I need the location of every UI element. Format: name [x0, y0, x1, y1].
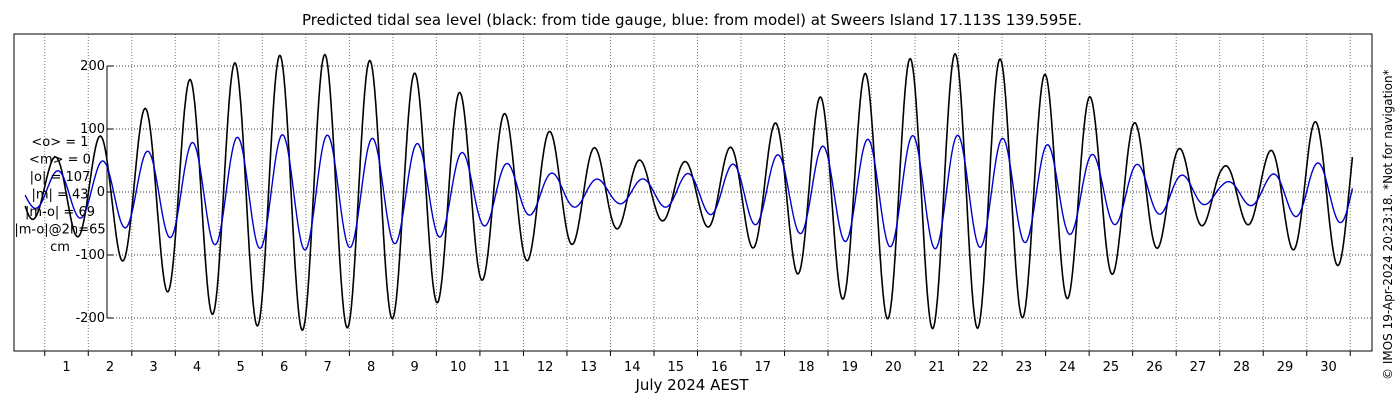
x-ticks: 1 2 3 4 5 6 7 8 9 10 11 12 13 14 15 16 17 18 19 20 21 22 23 24 2…: [44, 351, 1351, 375]
y-tick-label: 200: [80, 59, 105, 74]
x-tick-label: 8: [367, 360, 375, 375]
stat-line: <m> = 0: [29, 153, 91, 168]
x-tick-label: 15: [667, 360, 684, 375]
x-tick-label: 22: [972, 360, 989, 375]
x-tick-label: 19: [842, 360, 859, 375]
x-tick-label: 11: [493, 360, 510, 375]
series-line-tide-gauge: [24, 53, 1354, 332]
credit-text: © IMOS 19-Apr-2024 20:23:18. *Not for na…: [1381, 69, 1395, 380]
x-tick-label: 20: [885, 360, 902, 375]
x-tick-label: 4: [193, 360, 201, 375]
x-tick-label: 17: [755, 360, 772, 375]
stat-line: |m-o|@2h=65: [14, 223, 105, 238]
x-tick-label: 10: [450, 360, 467, 375]
x-tick-label: 7: [323, 360, 331, 375]
x-tick-label: 29: [1277, 360, 1294, 375]
x-tick-label: 30: [1320, 360, 1337, 375]
x-tick-label: 21: [929, 360, 946, 375]
x-axis-label: July 2024 AEST: [634, 376, 749, 394]
y-ticks: -200 -100 0 100 200: [75, 59, 113, 326]
x-tick-label: 23: [1016, 360, 1033, 375]
grid: [44, 34, 1372, 351]
x-tick-label: 26: [1146, 360, 1163, 375]
chart-title: Predicted tidal sea level (black: from t…: [302, 11, 1082, 29]
stats-panel: <o> = 1 <m> = 0 |o| = 107 |m| = 43 |m-o| = 6…: [14, 135, 105, 255]
plot-frame: [13, 33, 1373, 352]
x-tick-label: 9: [411, 360, 419, 375]
stat-line: <o> = 1: [31, 135, 88, 150]
stat-line: cm: [50, 240, 70, 255]
stat-line: |m-o| = 69: [25, 205, 95, 220]
x-tick-label: 16: [711, 360, 728, 375]
y-tick-label: 100: [80, 122, 105, 137]
x-tick-label: 13: [580, 360, 597, 375]
x-tick-label: 12: [537, 360, 554, 375]
x-tick-label: 18: [798, 360, 815, 375]
x-tick-label: 1: [62, 360, 70, 375]
x-tick-label: 25: [1103, 360, 1120, 375]
x-tick-label: 28: [1233, 360, 1250, 375]
x-tick-label: 3: [149, 360, 157, 375]
x-tick-label: 24: [1059, 360, 1076, 375]
y-tick-label: -100: [75, 248, 105, 263]
x-tick-label: 2: [106, 360, 114, 375]
y-tick-label: 0: [97, 185, 105, 200]
x-tick-label: 14: [624, 360, 641, 375]
stat-line: |m| = 43: [31, 188, 88, 203]
series-line-model: [24, 134, 1354, 251]
y-tick-label: -200: [75, 311, 105, 326]
x-tick-label: 27: [1190, 360, 1207, 375]
series-layer: [24, 53, 1354, 332]
x-tick-label: 6: [280, 360, 288, 375]
stat-line: |o| = 107: [30, 170, 91, 185]
x-tick-label: 5: [236, 360, 244, 375]
